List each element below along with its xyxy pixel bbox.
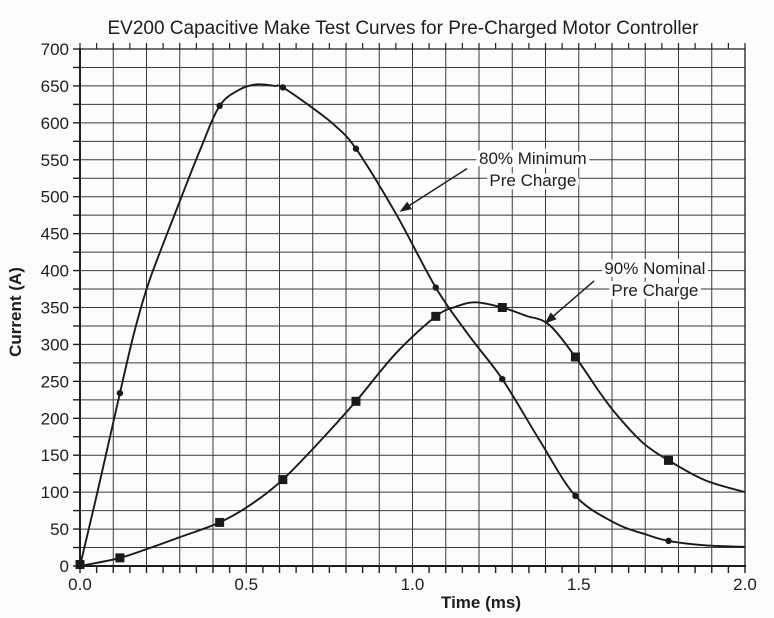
x-tick-label: 0.0 bbox=[68, 575, 92, 594]
y-tick-label: 650 bbox=[41, 77, 69, 96]
annotation-80-minimum-arrow bbox=[399, 168, 468, 212]
data-point-square bbox=[570, 352, 580, 362]
y-axis-title: Current (A) bbox=[6, 267, 25, 357]
data-point-square bbox=[664, 455, 674, 465]
data-point-dot bbox=[116, 389, 124, 397]
data-point-dot bbox=[279, 84, 287, 91]
axis-layer bbox=[79, 48, 746, 567]
series-90-nominal-curve bbox=[79, 301, 746, 567]
data-point-square bbox=[75, 560, 85, 570]
tick-label-layer: 0.0 0.5 1.0 1.5 2.0 0 50 100 150 200 250 300 350 400 4… bbox=[41, 40, 757, 594]
data-point-dot bbox=[572, 492, 579, 500]
data-point-dot bbox=[432, 284, 439, 291]
y-tick-label: 450 bbox=[41, 225, 69, 244]
data-point-dot bbox=[499, 375, 506, 383]
y-tick-label: 700 bbox=[41, 40, 69, 59]
grid-layer bbox=[79, 48, 746, 567]
x-tick-label: 0.5 bbox=[234, 575, 258, 594]
annotation-90-nominal-label: 90% Nominal bbox=[604, 259, 705, 278]
data-point-dot bbox=[216, 102, 223, 110]
y-tick-label: 300 bbox=[41, 335, 69, 354]
data-point-square bbox=[351, 396, 361, 406]
y-tick-label: 50 bbox=[50, 520, 69, 539]
annotation-90-nominal-arrow bbox=[544, 280, 595, 324]
x-tick-label: 1.5 bbox=[567, 575, 591, 594]
y-tick-label: 150 bbox=[41, 446, 69, 465]
y-tick-label: 200 bbox=[41, 409, 69, 428]
y-tick-label: 500 bbox=[41, 188, 69, 207]
data-point-square bbox=[215, 517, 225, 527]
data-point-square bbox=[431, 311, 441, 321]
curve-layer bbox=[75, 83, 746, 570]
x-axis-title: Time (ms) bbox=[441, 593, 521, 612]
annotation-90-nominal-label: Pre Charge bbox=[611, 281, 698, 300]
y-tick-label: 100 bbox=[41, 483, 69, 502]
annotation-layer: 80% Minimum Pre Charge 90% Nominal Pre Char… bbox=[399, 146, 709, 324]
y-tick-label: 250 bbox=[41, 372, 69, 391]
data-point-square bbox=[497, 303, 507, 312]
y-tick-label: 550 bbox=[41, 151, 69, 170]
tick-layer bbox=[73, 43, 746, 573]
x-tick-label: 2.0 bbox=[733, 575, 757, 594]
data-point-dot bbox=[352, 145, 360, 152]
data-point-square bbox=[278, 475, 288, 485]
data-point-square bbox=[115, 553, 125, 563]
x-tick-label: 1.0 bbox=[401, 575, 425, 594]
annotation-80-minimum-label: 80% Minimum bbox=[479, 149, 587, 168]
chart-title: EV200 Capacitive Make Test Curves for Pr… bbox=[107, 18, 699, 39]
series-80-minimum-curve bbox=[79, 83, 746, 567]
y-tick-label: 600 bbox=[41, 114, 69, 133]
y-tick-label: 350 bbox=[41, 299, 69, 318]
annotation-80-minimum-label: Pre Charge bbox=[489, 171, 576, 190]
y-tick-label: 0 bbox=[60, 557, 69, 576]
data-point-dot bbox=[665, 537, 672, 545]
y-tick-label: 400 bbox=[41, 262, 69, 281]
